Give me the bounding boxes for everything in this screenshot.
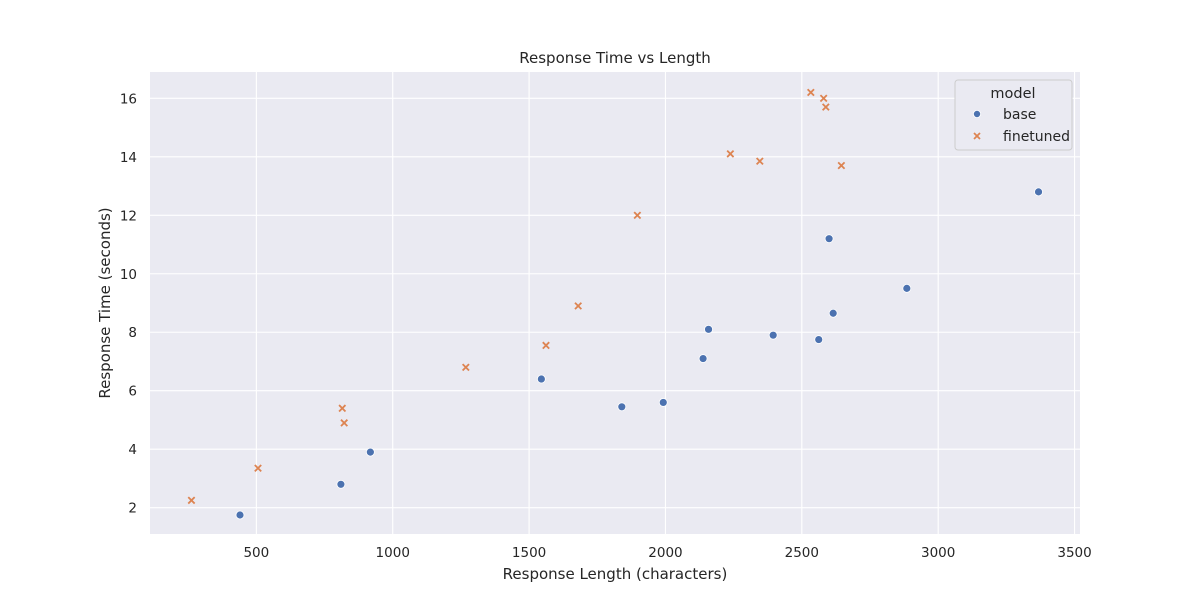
x-tick-label: 3000 <box>921 545 955 561</box>
point-base <box>704 324 713 334</box>
y-axis-label: Response Time (seconds) <box>96 207 114 398</box>
y-tick-label: 10 <box>120 267 137 283</box>
legend-label-base: base <box>1003 107 1036 123</box>
point-base <box>617 402 627 412</box>
chart-title: Response Time vs Length <box>519 49 710 67</box>
x-tick-label: 1000 <box>376 545 410 561</box>
point-base <box>365 447 375 457</box>
point-base <box>814 335 824 344</box>
data-points <box>187 88 1043 520</box>
point-finetuned <box>340 419 349 427</box>
point-finetuned <box>755 157 764 166</box>
legend-box <box>954 79 1073 151</box>
y-tick-label: 8 <box>128 325 137 341</box>
point-base <box>698 354 708 363</box>
point-finetuned <box>837 161 846 170</box>
point-finetuned <box>726 150 735 158</box>
tick-labels: 500 1000 1500 2000 2500 3000 3500 2 4 6 8 10 12 14 16 <box>120 91 1092 561</box>
point-base <box>1034 187 1043 197</box>
point-finetuned <box>821 103 830 111</box>
plot-area <box>150 72 1080 534</box>
x-tick-label: 500 <box>243 545 269 561</box>
y-tick-label: 12 <box>120 208 137 224</box>
point-finetuned <box>574 302 583 310</box>
x-tick-label: 2000 <box>648 545 682 561</box>
x-tick-label: 3500 <box>1057 545 1091 561</box>
point-base <box>824 234 834 244</box>
point-base <box>536 374 546 384</box>
point-finetuned <box>187 496 196 505</box>
point-base <box>235 510 245 520</box>
point-finetuned <box>633 211 642 220</box>
legend-title: model <box>990 86 1035 102</box>
point-finetuned <box>806 88 815 97</box>
point-finetuned <box>254 464 262 473</box>
legend-marker-base <box>973 110 982 119</box>
legend: model base finetuned <box>954 79 1073 151</box>
point-base <box>336 479 346 489</box>
grid-lines <box>150 72 1080 534</box>
y-tick-label: 16 <box>120 91 137 107</box>
y-tick-label: 14 <box>120 150 137 166</box>
point-base <box>828 308 838 318</box>
y-tick-label: 4 <box>128 442 137 458</box>
legend-marker-finetuned <box>973 132 981 140</box>
point-base <box>658 398 668 407</box>
legend-label-finetuned: finetuned <box>1003 129 1070 145</box>
point-finetuned <box>338 404 347 413</box>
x-tick-label: 2500 <box>785 545 819 561</box>
y-tick-label: 6 <box>128 384 137 400</box>
x-axis-label: Response Length (characters) <box>503 565 728 583</box>
point-finetuned <box>542 341 550 350</box>
x-tick-label: 1500 <box>512 545 546 561</box>
point-base <box>902 283 912 293</box>
point-finetuned <box>461 363 470 372</box>
y-tick-label: 2 <box>128 501 137 517</box>
point-base <box>768 330 778 340</box>
point-finetuned <box>819 94 828 103</box>
